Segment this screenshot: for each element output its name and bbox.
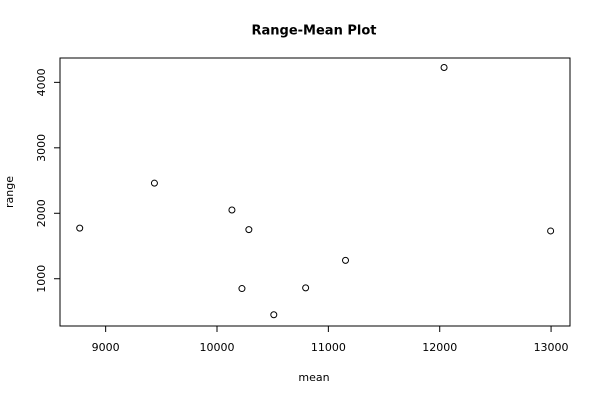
point [150,179,158,187]
point [228,206,236,214]
point [245,226,253,234]
y-tick-label: 2000 [35,199,48,227]
y-tick-label: 3000 [35,134,48,162]
point [238,285,246,293]
chart-title: Range-Mean Plot [252,24,377,39]
point [440,63,448,71]
point [342,256,350,264]
plot-box [59,57,571,327]
x-tick-label: 13000 [534,341,569,354]
x-axis-label: mean [298,371,329,384]
point [302,284,310,292]
y-tick-label: 1000 [35,265,48,293]
x-tick-label: 12000 [422,341,457,354]
x-tick-label: 10000 [200,341,235,354]
x-tick-label: 9000 [92,341,120,354]
y-axis-label: range [3,176,16,208]
point [547,227,555,235]
x-tick-label: 11000 [311,341,346,354]
point [270,311,278,319]
y-tick-label: 4000 [35,68,48,96]
point [76,224,84,232]
